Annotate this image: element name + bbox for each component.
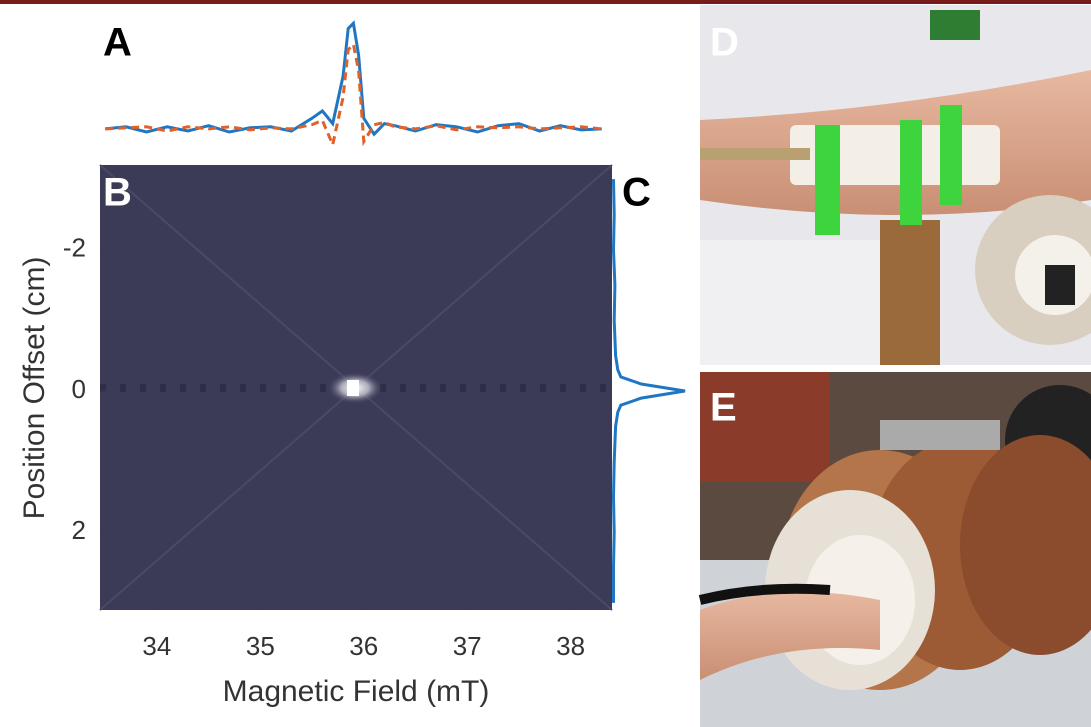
panel-label: C xyxy=(622,171,651,215)
profile-line xyxy=(611,179,686,603)
y-axis-label: Position Offset (cm) xyxy=(18,257,51,520)
photo-e xyxy=(698,372,1091,727)
y-tick-label: 0 xyxy=(72,374,86,404)
heatmap xyxy=(99,164,613,611)
panel-label: E xyxy=(710,386,737,430)
y-tick-label: 2 xyxy=(72,515,86,545)
panel-label: D xyxy=(710,21,739,65)
panel-label: A xyxy=(103,21,132,65)
photo-d xyxy=(700,5,1091,365)
x-axis-label: Magnetic Field (mT) xyxy=(223,675,490,708)
y-tick-label: -2 xyxy=(63,233,86,263)
plots: 34 35 36 37 38 -2 0 2 xyxy=(63,20,686,661)
x-tick-label: 35 xyxy=(246,631,275,661)
x-tick-label: 34 xyxy=(142,631,171,661)
spectrum-line xyxy=(105,20,602,137)
x-tick-label: 37 xyxy=(453,631,482,661)
spectrum-line xyxy=(105,41,602,150)
panel-label: B xyxy=(103,171,132,215)
x-tick-label: 36 xyxy=(349,631,378,661)
top-border xyxy=(0,0,1091,4)
x-tick-label: 38 xyxy=(556,631,585,661)
